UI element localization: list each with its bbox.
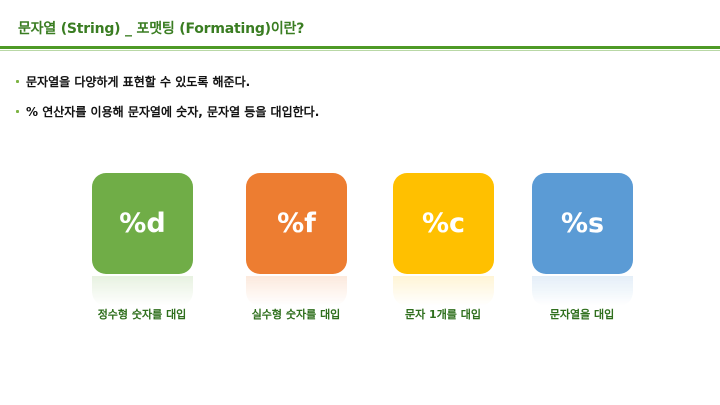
format-symbol: %f <box>277 208 316 239</box>
card-reflection <box>532 276 633 306</box>
format-card-d: %d <box>92 173 193 274</box>
bullet-text: % 연산자를 이용해 문자열에 숫자, 문자열 등을 대입한다. <box>26 104 320 119</box>
title-divider-light <box>0 50 720 51</box>
card-reflection <box>246 276 347 306</box>
format-symbol: %c <box>421 208 466 239</box>
card-reflection <box>393 276 494 306</box>
bullet-marker-icon <box>16 109 19 113</box>
bullet-list: 문자열을 다양하게 표현할 수 있도록 해준다. % 연산자를 이용해 문자열에… <box>16 72 319 132</box>
card-reflection <box>92 276 193 306</box>
bullet-marker-icon <box>16 79 19 83</box>
format-card-c: %c <box>393 173 494 274</box>
bullet-item: % 연산자를 이용해 문자열에 숫자, 문자열 등을 대입한다. <box>16 102 319 120</box>
title-divider <box>0 46 720 49</box>
format-caption: 실수형 숫자를 대입 <box>251 308 341 321</box>
bullet-item: 문자열을 다양하게 표현할 수 있도록 해준다. <box>16 72 319 90</box>
format-card-f: %f <box>246 173 347 274</box>
page-title: 문자열 (String) _ 포맷팅 (Formating)이란? <box>18 21 305 37</box>
format-caption: 문자열을 대입 <box>549 308 615 321</box>
format-symbol: %d <box>119 208 166 239</box>
format-caption: 문자 1개를 대입 <box>404 308 482 321</box>
bullet-text: 문자열을 다양하게 표현할 수 있도록 해준다. <box>26 74 251 89</box>
format-caption: 정수형 숫자를 대입 <box>97 308 187 321</box>
format-symbol: %s <box>560 208 605 239</box>
format-card-s: %s <box>532 173 633 274</box>
